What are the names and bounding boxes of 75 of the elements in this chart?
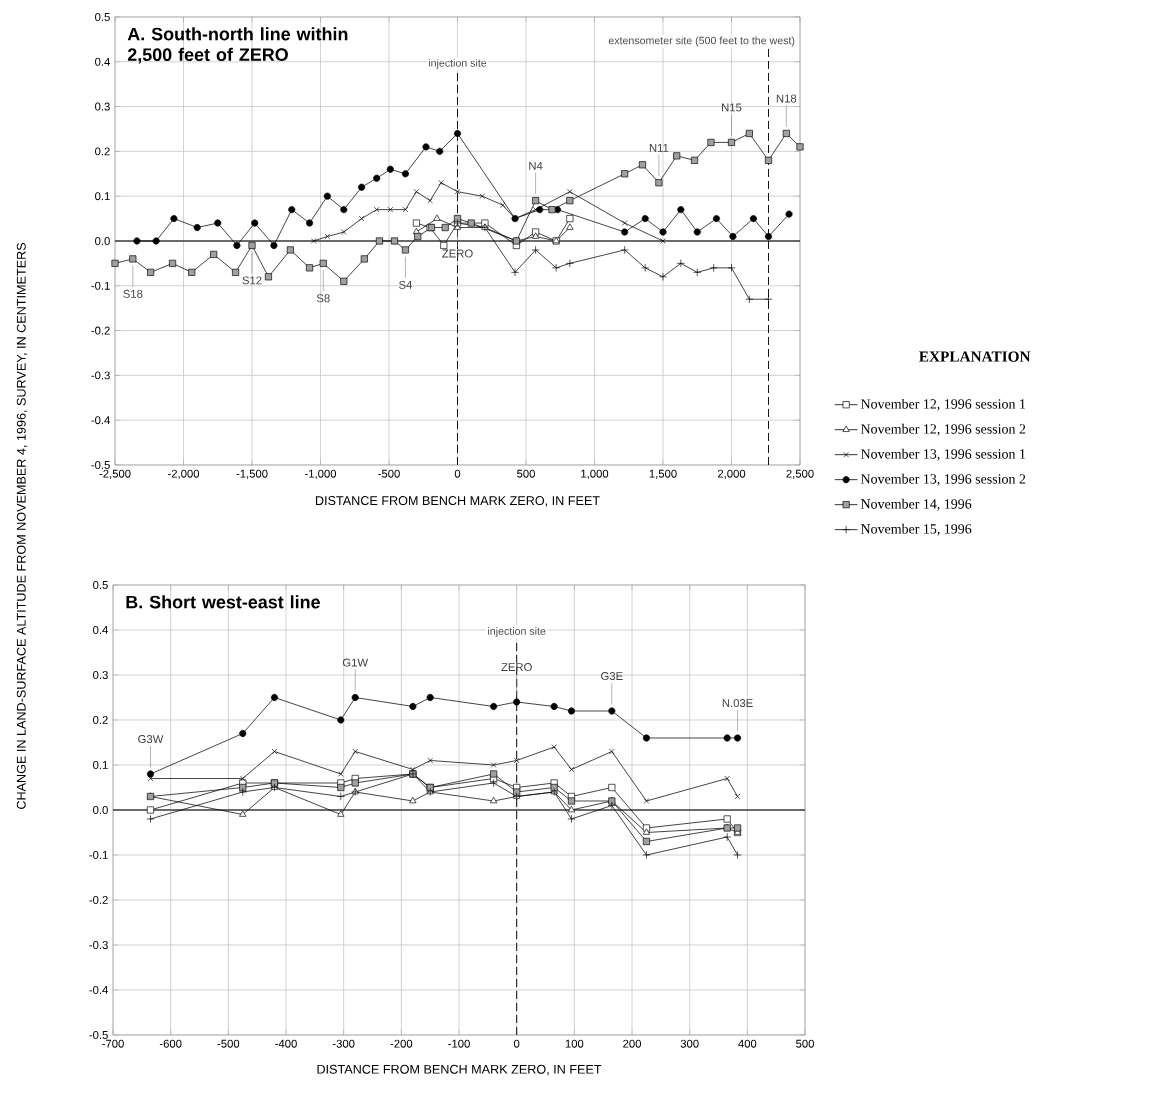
y-tick-label: 0.2 <box>93 716 108 724</box>
y-tick-label: 0.1 <box>93 761 108 769</box>
annotation: S4 <box>399 280 413 289</box>
y-tick-label: -0.4 <box>91 416 110 425</box>
y-tick-label: -0.2 <box>89 896 108 904</box>
x-tick-label: -1,500 <box>236 469 268 479</box>
y-tick-label: 0.4 <box>93 626 108 634</box>
legend-label: November 14, 1996 <box>860 498 972 511</box>
x-tick-label: 400 <box>738 1039 757 1048</box>
x-tick-label: 500 <box>796 1039 814 1048</box>
x-tick-label: -600 <box>159 1039 182 1048</box>
x-axis-title: DISTANCE FROM BENCH MARK ZERO, IN FEET <box>317 1064 602 1076</box>
annotation: N4 <box>529 161 543 170</box>
ref-line-label: injection site <box>428 58 487 69</box>
annotation: ZERO <box>501 663 532 672</box>
annotation: S8 <box>316 294 330 303</box>
y-axis-title: CHANGE IN LAND-SURFACE ALTITUDE FROM NOVEMBER 4, 1996, SURVEY, IN CENTIMETERS <box>16 242 28 809</box>
y-tick-label: 0.0 <box>95 236 110 245</box>
y-tick-label: 0.3 <box>93 671 108 679</box>
x-tick-label: 100 <box>565 1039 584 1048</box>
x-tick-label: 0 <box>454 469 461 478</box>
x-tick-label: -700 <box>102 1039 124 1048</box>
y-tick-label: 0.3 <box>95 102 110 111</box>
y-tick-label: -0.1 <box>91 281 110 290</box>
x-tick-label: -300 <box>332 1039 355 1048</box>
chart-title: B. Short west-east line <box>126 595 320 609</box>
annotation: N11 <box>649 144 669 152</box>
legend-label: November 15, 1996 <box>860 523 972 536</box>
legend-label: November 13, 1996 session 2 <box>860 473 1026 486</box>
y-tick-label: -0.4 <box>89 986 108 994</box>
text: A. South-north line within 2,500 feet of ZERO <box>127 27 348 64</box>
x-tick-label: -2,000 <box>168 469 200 479</box>
annotation: G3E <box>601 672 623 681</box>
x-tick-label: -500 <box>217 1039 240 1048</box>
legend-label: November 12, 1996 session 1 <box>860 398 1026 411</box>
ref-line-label: injection site <box>488 627 546 637</box>
x-tick-label: -100 <box>448 1039 470 1048</box>
x-tick-label: 300 <box>680 1039 699 1048</box>
x-tick-label: 2,000 <box>717 469 746 479</box>
y-tick-label: -0.1 <box>89 851 108 859</box>
annotation: N18 <box>776 94 797 103</box>
annotation: G3W <box>138 735 164 744</box>
y-tick-label: -0.5 <box>89 1031 108 1039</box>
legend-title: EXPLANATION <box>919 351 1031 362</box>
x-tick-label: 1,000 <box>581 469 609 479</box>
x-tick-label: -400 <box>275 1039 297 1048</box>
x-tick-label: 200 <box>623 1039 641 1048</box>
x-tick-label: -2,500 <box>99 469 131 479</box>
y-tick-label: -0.5 <box>91 460 110 469</box>
x-tick-label: 2,500 <box>786 469 814 479</box>
y-tick-label: 0.5 <box>93 581 108 589</box>
y-tick-label: -0.3 <box>89 941 108 949</box>
x-axis-title: DISTANCE FROM BENCH MARK ZERO, IN FEET <box>315 496 600 507</box>
y-tick-label: 0.1 <box>95 192 110 201</box>
x-tick-label: 1,500 <box>649 469 677 479</box>
annotation: S18 <box>123 289 143 298</box>
y-tick-label: 0.2 <box>95 147 110 156</box>
legend-label: November 13, 1996 session 1 <box>860 448 1026 461</box>
annotation: ZERO <box>442 249 473 258</box>
annotation: N.03E <box>722 699 753 708</box>
annotation: N15 <box>722 103 742 112</box>
y-tick-label: -0.2 <box>91 326 110 335</box>
x-tick-label: 500 <box>517 469 535 478</box>
x-tick-label: 0 <box>513 1039 520 1048</box>
x-tick-label: -1,000 <box>305 469 337 479</box>
annotation: G1W <box>342 658 369 667</box>
annotation: S12 <box>242 276 262 285</box>
legend-label: November 12, 1996 session 2 <box>860 423 1026 436</box>
y-tick-label: -0.3 <box>91 371 110 380</box>
x-tick-label: -200 <box>390 1039 413 1048</box>
y-tick-label: 0.4 <box>95 57 110 66</box>
ref-line-label: extensometer site (500 feet to the west) <box>608 36 795 47</box>
y-tick-label: 0.5 <box>95 12 110 21</box>
y-tick-label: 0.0 <box>93 806 108 814</box>
x-tick-label: -500 <box>378 469 400 478</box>
